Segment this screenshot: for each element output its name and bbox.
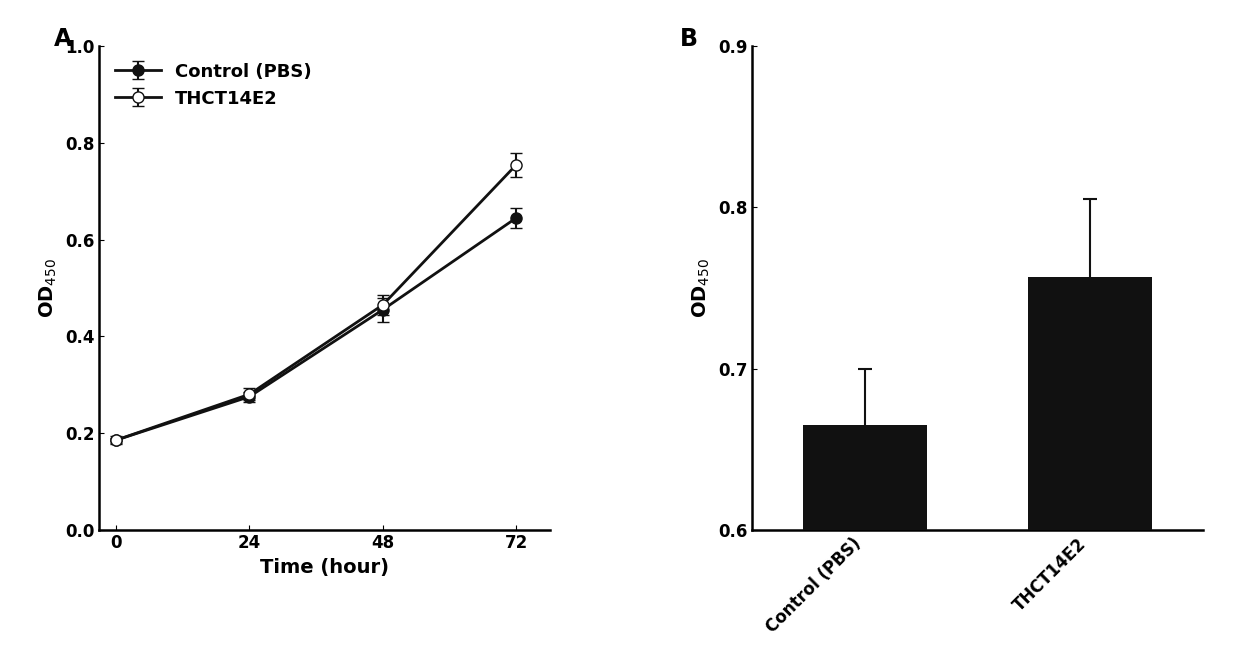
Bar (1028, 277, 1152, 530)
X-axis label: Time (hour): Time (hour) (260, 558, 389, 577)
Legend: Control (PBS), THCT14E2: Control (PBS), THCT14E2 (108, 56, 319, 115)
Y-axis label: OD$_{450}$: OD$_{450}$ (38, 258, 60, 318)
Y-axis label: OD$_{450}$: OD$_{450}$ (691, 258, 713, 318)
Text: A: A (55, 27, 72, 51)
Bar (804, 425, 926, 530)
Text: B: B (681, 27, 698, 51)
